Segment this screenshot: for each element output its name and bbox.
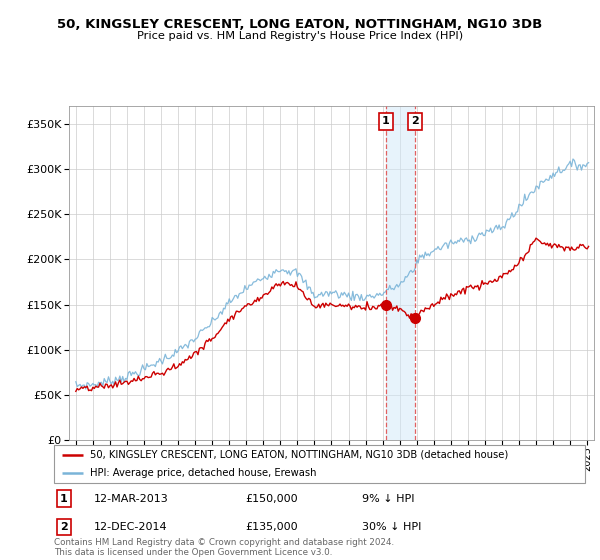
Text: Price paid vs. HM Land Registry's House Price Index (HPI): Price paid vs. HM Land Registry's House … <box>137 31 463 41</box>
Text: 2: 2 <box>412 116 419 127</box>
Text: £150,000: £150,000 <box>245 493 298 503</box>
Text: 1: 1 <box>59 493 67 503</box>
Text: 30% ↓ HPI: 30% ↓ HPI <box>362 522 421 533</box>
Text: 12-DEC-2014: 12-DEC-2014 <box>94 522 167 533</box>
Text: Contains HM Land Registry data © Crown copyright and database right 2024.
This d: Contains HM Land Registry data © Crown c… <box>54 538 394 557</box>
Text: 12-MAR-2013: 12-MAR-2013 <box>94 493 169 503</box>
Bar <box>386 106 415 440</box>
Text: HPI: Average price, detached house, Erewash: HPI: Average price, detached house, Erew… <box>90 468 317 478</box>
Text: 9% ↓ HPI: 9% ↓ HPI <box>362 493 415 503</box>
Text: 50, KINGSLEY CRESCENT, LONG EATON, NOTTINGHAM, NG10 3DB: 50, KINGSLEY CRESCENT, LONG EATON, NOTTI… <box>58 18 542 31</box>
Text: 1: 1 <box>382 116 390 127</box>
FancyBboxPatch shape <box>54 445 585 483</box>
Text: £135,000: £135,000 <box>245 522 298 533</box>
Text: 50, KINGSLEY CRESCENT, LONG EATON, NOTTINGHAM, NG10 3DB (detached house): 50, KINGSLEY CRESCENT, LONG EATON, NOTTI… <box>90 450 508 460</box>
Text: 2: 2 <box>59 522 67 533</box>
